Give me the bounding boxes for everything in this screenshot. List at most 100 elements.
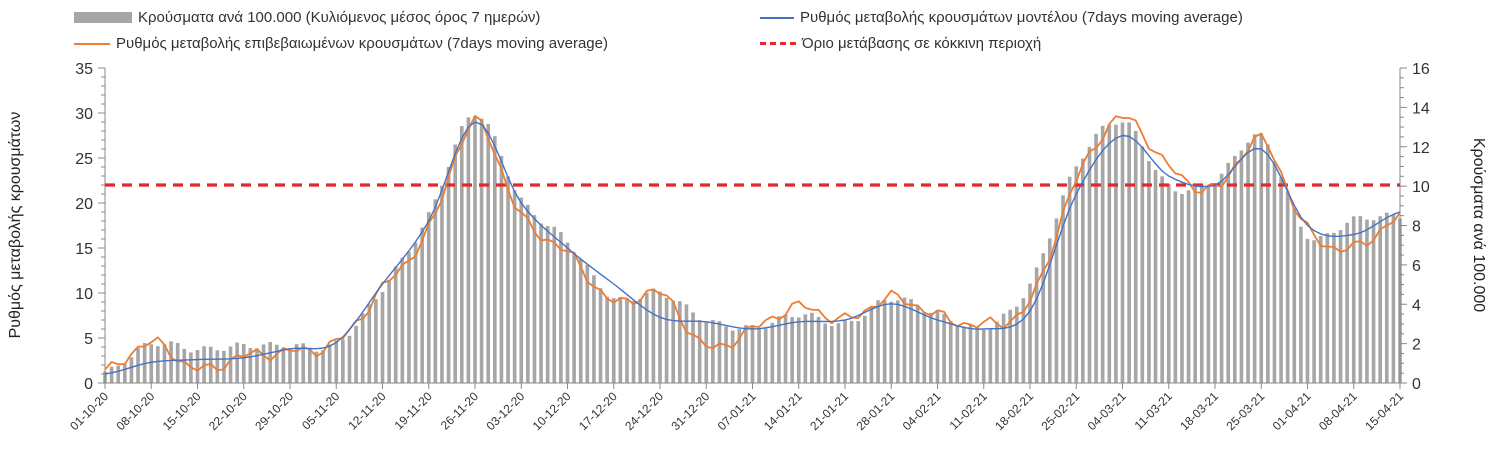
bar: [783, 314, 788, 383]
bar: [354, 325, 358, 383]
bar: [757, 328, 761, 383]
legend-actual-label: Ρυθμός μεταβολής επιβεβαιωμένων κρουσμάτ…: [116, 35, 608, 52]
bar: [711, 320, 715, 383]
bar: [948, 321, 953, 383]
x-tick-label: 25-03-21: [1223, 389, 1267, 433]
bar: [532, 215, 537, 383]
bar: [241, 343, 246, 383]
bar: [1272, 161, 1277, 383]
y-right-tick-label: 4: [1412, 297, 1421, 314]
x-tick-label: 03-12-20: [483, 389, 527, 433]
bar: [1140, 146, 1145, 383]
legend-actual: Ρυθμός μεταβολής επιβεβαιωμένων κρουσμάτ…: [74, 35, 608, 52]
bar: [552, 226, 557, 383]
bar: [1120, 122, 1125, 383]
bar: [407, 251, 411, 383]
y-right-tick-label: 8: [1412, 219, 1421, 236]
bar: [314, 351, 319, 383]
y-left-tick-label: 15: [75, 241, 93, 258]
bar: [1305, 238, 1310, 383]
bar: [1259, 133, 1264, 383]
bar: [1153, 170, 1158, 383]
bar: [1107, 124, 1112, 383]
bar: [1008, 309, 1012, 383]
bar: [235, 342, 239, 383]
bar: [1021, 298, 1026, 383]
bar: [1252, 134, 1257, 383]
bar: [479, 118, 484, 384]
y-right-tick-label: 12: [1412, 140, 1430, 157]
y-left-tick-label: 20: [75, 196, 93, 213]
bar: [446, 166, 451, 383]
bar: [1166, 183, 1171, 383]
bar: [889, 301, 894, 383]
bar: [909, 299, 913, 383]
bar: [995, 321, 999, 383]
y-right-tick-label: 16: [1412, 61, 1430, 78]
bar: [823, 323, 827, 383]
bar: [876, 300, 880, 383]
bar: [215, 350, 220, 383]
bar: [506, 176, 510, 383]
bar: [1100, 125, 1105, 383]
bar: [486, 123, 491, 384]
bar: [400, 257, 405, 383]
bar: [863, 315, 867, 383]
x-tick-label: 04-02-21: [900, 389, 944, 433]
bar: [585, 264, 590, 383]
y-left-tick-label: 0: [84, 376, 93, 393]
bar: [829, 326, 834, 383]
bar: [123, 364, 127, 383]
bar: [1087, 146, 1092, 383]
bar: [1332, 232, 1336, 383]
bar: [413, 242, 418, 383]
bar: [763, 328, 768, 383]
bar: [1246, 142, 1250, 383]
bar: [426, 212, 431, 383]
legend-actual-swatch: [74, 42, 110, 45]
bar: [433, 199, 438, 383]
y-right-tick-label: 2: [1412, 337, 1421, 354]
bar: [512, 190, 517, 383]
bar: [459, 126, 464, 383]
x-tick-label: 22-10-20: [206, 389, 250, 433]
x-tick-label: 08-04-21: [1316, 389, 1360, 433]
bar: [109, 366, 114, 383]
bar: [882, 300, 887, 383]
axes: [98, 67, 1407, 389]
bar: [955, 326, 960, 383]
bar: [301, 343, 306, 383]
x-tick-label: 31-12-20: [668, 389, 712, 433]
legend-model-label: Ρυθμός μεταβολής κρουσμάτων μοντέλου (7d…: [800, 9, 1243, 26]
bar: [1351, 216, 1356, 383]
bar: [744, 325, 748, 383]
x-tick-label: 21-01-21: [807, 389, 851, 433]
bar: [691, 312, 695, 383]
x-tick-label: 18-03-21: [1177, 389, 1221, 433]
bar: [1213, 183, 1217, 383]
bar: [605, 296, 609, 383]
bar: [387, 279, 391, 383]
bar: [724, 326, 728, 383]
bar: [1285, 191, 1290, 383]
bar: [1048, 238, 1052, 383]
bar: [803, 314, 808, 383]
bar: [717, 321, 722, 383]
bar: [1160, 176, 1164, 383]
bar: [816, 316, 821, 383]
bar: [664, 297, 669, 383]
bar: [1219, 173, 1224, 383]
x-tick-label: 05-11-20: [299, 389, 342, 432]
bar: [268, 341, 272, 383]
bar: [327, 344, 332, 383]
x-tick-label: 19-11-20: [392, 389, 435, 432]
bar: [1365, 219, 1369, 383]
bar: [896, 300, 900, 383]
bar: [1325, 233, 1330, 383]
x-tick-label: 26-11-20: [438, 389, 481, 432]
bar: [116, 365, 121, 383]
bar: [1067, 176, 1072, 383]
bar: [288, 348, 292, 383]
bar: [935, 311, 940, 383]
